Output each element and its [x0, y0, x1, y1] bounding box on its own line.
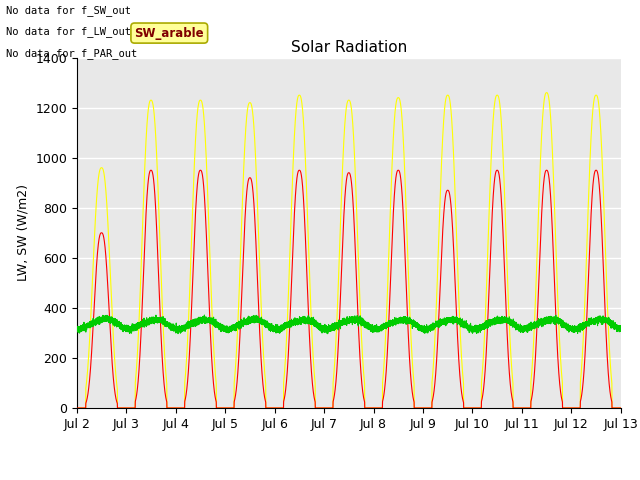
SW_in — [355, 322, 362, 327]
Legend: SW_in, LW_in, PAR_in: SW_in, LW_in, PAR_in — [205, 477, 492, 480]
SW_in — [592, 168, 600, 173]
PAR_in — [543, 90, 550, 96]
Text: SW_arable: SW_arable — [134, 26, 204, 39]
Text: No data for f_PAR_out: No data for f_PAR_out — [6, 48, 138, 59]
PAR_in — [73, 405, 81, 411]
LW_in — [73, 325, 81, 331]
Title: Solar Radiation: Solar Radiation — [291, 40, 407, 55]
SW_in — [617, 405, 625, 411]
Line: PAR_in: PAR_in — [77, 93, 621, 408]
PAR_in — [615, 405, 623, 411]
PAR_in — [595, 101, 602, 107]
SW_in — [300, 193, 307, 199]
LW_in — [324, 331, 332, 336]
LW_in — [200, 312, 208, 318]
LW_in — [543, 316, 550, 322]
Line: LW_in: LW_in — [77, 315, 621, 334]
PAR_in — [617, 405, 625, 411]
PAR_in — [173, 405, 180, 411]
PAR_in — [543, 90, 550, 96]
LW_in — [595, 318, 602, 324]
Line: SW_in: SW_in — [77, 170, 621, 408]
SW_in — [543, 168, 550, 173]
SW_in — [595, 177, 602, 182]
LW_in — [615, 326, 623, 332]
Y-axis label: LW, SW (W/m2): LW, SW (W/m2) — [17, 184, 29, 281]
SW_in — [615, 405, 623, 411]
LW_in — [355, 317, 362, 323]
LW_in — [300, 318, 307, 324]
Text: No data for f_SW_out: No data for f_SW_out — [6, 5, 131, 16]
LW_in — [173, 325, 180, 331]
Text: No data for f_LW_out: No data for f_LW_out — [6, 26, 131, 37]
PAR_in — [355, 255, 362, 261]
LW_in — [617, 327, 625, 333]
PAR_in — [300, 116, 307, 122]
SW_in — [173, 405, 180, 411]
SW_in — [73, 405, 81, 411]
